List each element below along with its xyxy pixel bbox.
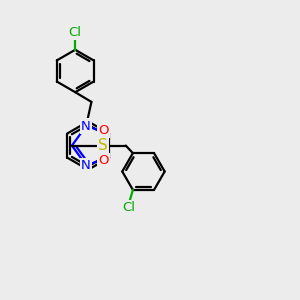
Text: Cl: Cl xyxy=(122,201,135,214)
Text: N: N xyxy=(81,120,91,133)
Text: N: N xyxy=(81,159,91,172)
Text: Cl: Cl xyxy=(69,26,82,39)
Text: O: O xyxy=(98,124,109,137)
Text: O: O xyxy=(98,154,109,167)
Text: S: S xyxy=(98,138,108,153)
